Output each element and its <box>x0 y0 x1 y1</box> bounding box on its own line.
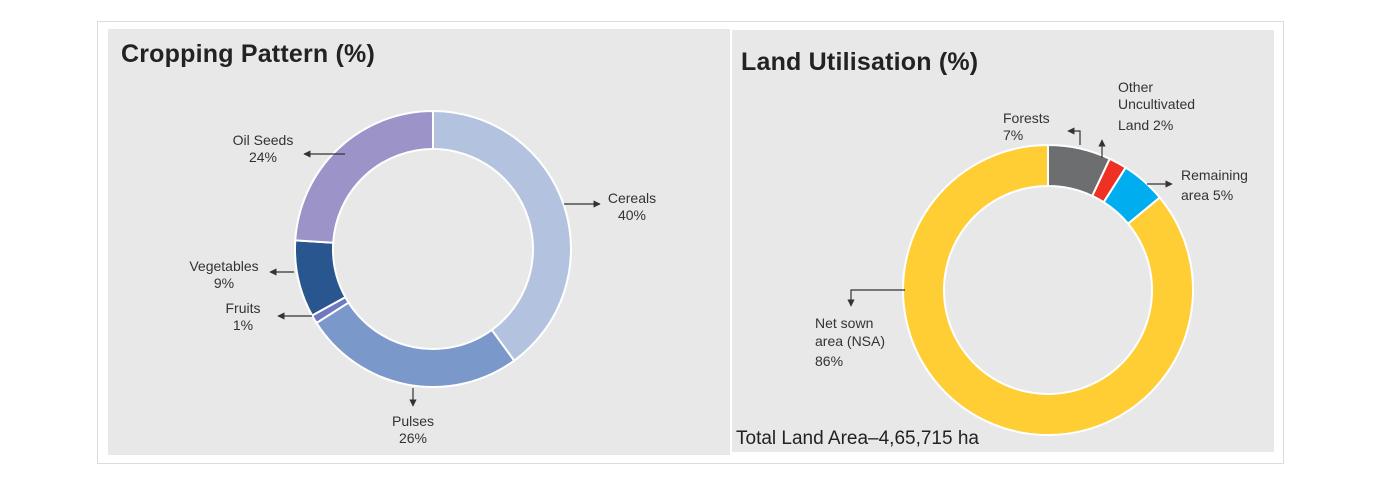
pulses-label: Pulses 26% <box>392 388 434 446</box>
total-land-area-footnote: Total Land Area–4,65,715 ha <box>736 428 979 449</box>
slice-oil-seeds <box>294 109 434 244</box>
other-uncultivated-line-1: Other <box>1118 79 1153 95</box>
net-sown-line-1: Net sown <box>815 315 873 331</box>
pulses-value: 26% <box>399 430 427 446</box>
forests-label: Forests 7% <box>1003 110 1081 145</box>
land-utilisation-title: Land Utilisation (%) <box>741 48 979 76</box>
remaining-area-line-2: area 5% <box>1181 187 1233 203</box>
oil-seeds-label: Oil Seeds 24% <box>233 132 345 165</box>
net-sown-value: 86% <box>815 353 843 369</box>
vegetables-name: Vegetables <box>189 258 258 274</box>
forests-name: Forests <box>1003 110 1050 126</box>
forests-value: 7% <box>1003 127 1023 143</box>
slice-net-sown-area-nsa <box>901 143 1194 436</box>
fruits-label: Fruits 1% <box>226 300 312 333</box>
cereals-name: Cereals <box>608 190 656 206</box>
slice-pulses <box>315 301 516 388</box>
net-sown-line-2: area (NSA) <box>815 333 885 349</box>
vegetables-label: Vegetables 9% <box>189 258 294 291</box>
cropping-pattern-title: Cropping Pattern (%) <box>121 40 375 68</box>
oil-seeds-value: 24% <box>249 149 277 165</box>
other-uncultivated-line-3: Land 2% <box>1118 117 1173 133</box>
fruits-name: Fruits <box>226 300 261 316</box>
other-uncultivated-label: Other Uncultivated Land 2% <box>1098 79 1195 158</box>
fruits-value: 1% <box>233 317 253 333</box>
pulses-name: Pulses <box>392 413 434 429</box>
oil-seeds-name: Oil Seeds <box>233 132 294 148</box>
other-uncultivated-line-2: Uncultivated <box>1118 96 1195 112</box>
land-utilisation-donut <box>901 143 1194 436</box>
vegetables-value: 9% <box>214 275 234 291</box>
cereals-value: 40% <box>618 207 646 223</box>
cereals-label: Cereals 40% <box>564 190 656 223</box>
slice-cereals <box>432 109 572 363</box>
cropping-pattern-donut <box>294 109 572 388</box>
remaining-area-label: Remaining area 5% <box>1147 167 1248 203</box>
net-sown-area-label: Net sown area (NSA) 86% <box>815 289 905 369</box>
remaining-area-line-1: Remaining <box>1181 167 1248 183</box>
